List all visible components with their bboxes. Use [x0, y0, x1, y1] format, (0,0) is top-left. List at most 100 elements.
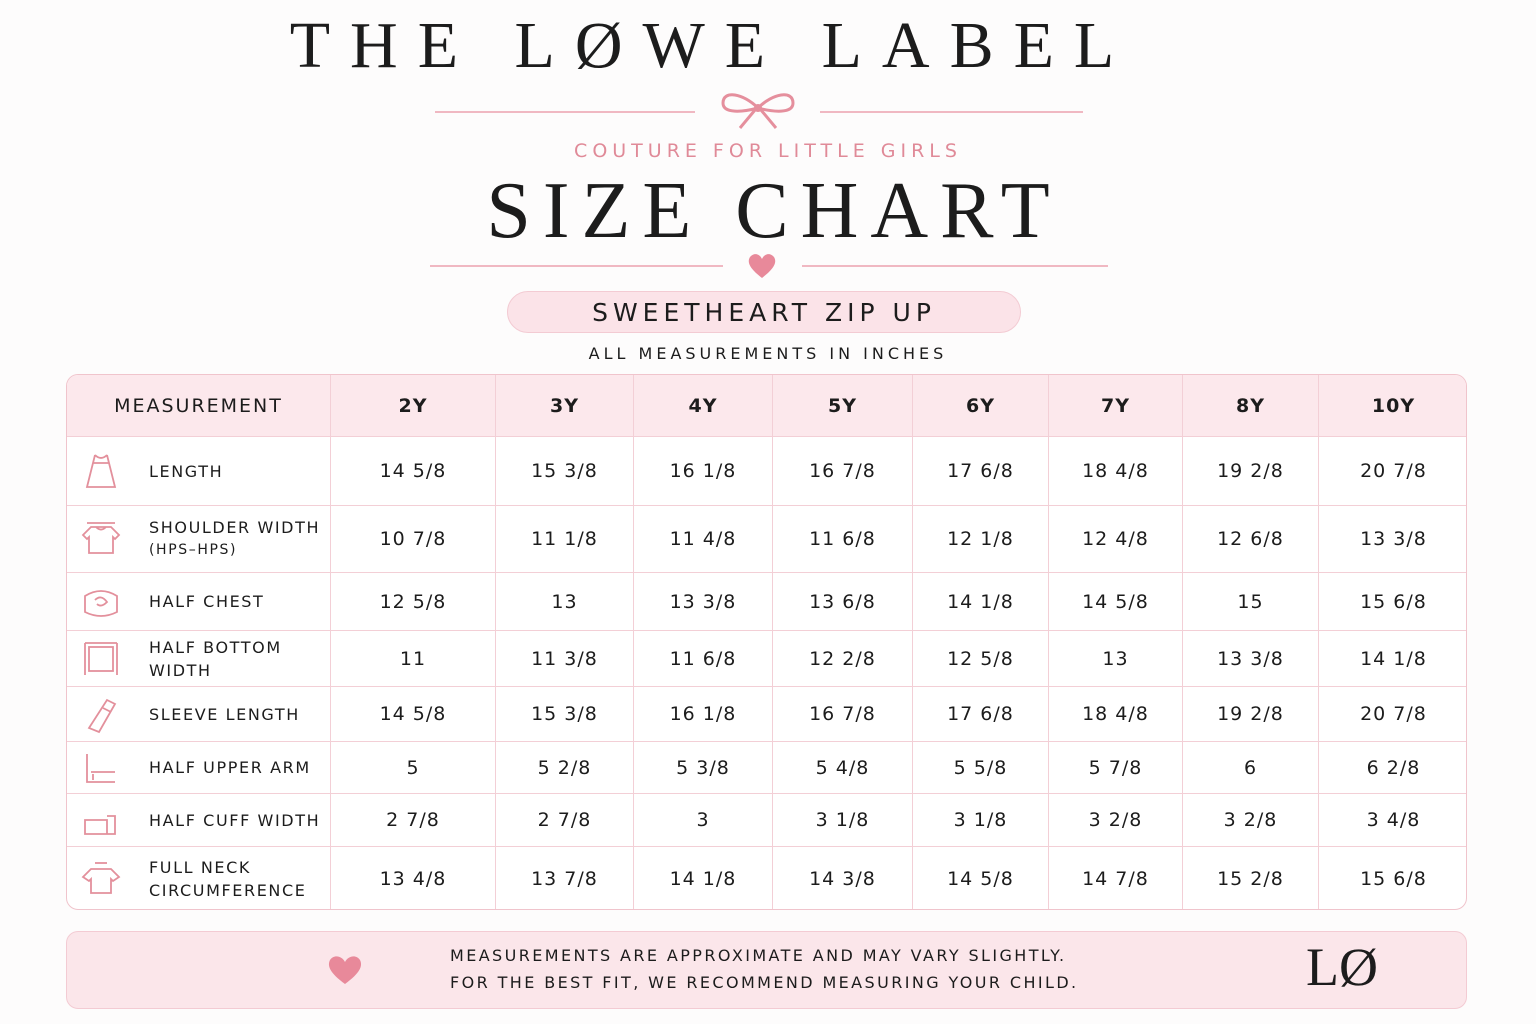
- column-header: 10Y: [1319, 375, 1466, 437]
- label-line: HALF BOTTOM WIDTH: [149, 637, 282, 680]
- cell-value: 15: [1183, 573, 1319, 631]
- bow-icon: [721, 93, 795, 129]
- column-header: 4Y: [634, 375, 773, 437]
- cell-value: 15 6/8: [1319, 573, 1466, 631]
- column-header: 6Y: [913, 375, 1049, 437]
- cell-value: 12 2/8: [773, 631, 913, 687]
- cell-value: 14 1/8: [634, 847, 773, 909]
- brand: THE LØWE LABEL: [289, 9, 1135, 82]
- label-line: HALF CUFF WIDTH: [149, 810, 321, 830]
- cell-value: 15 3/8: [496, 687, 634, 742]
- label-line: SLEEVE LENGTH: [149, 704, 300, 724]
- cell-value: 16 1/8: [634, 687, 773, 742]
- measure-icon: [84, 641, 118, 675]
- heart-icon: [328, 956, 362, 984]
- cell-value: 5 3/8: [634, 742, 773, 794]
- label-line: CIRCUMFERENCE: [149, 881, 307, 900]
- divider: [430, 265, 723, 267]
- label-text: FULL NECK CIRCUMFERENCE: [149, 856, 307, 902]
- row-label: HALF CHEST: [67, 573, 331, 631]
- size-table: MEASUREMENT 2Y 3Y 4Y 5Y 6Y 7Y 8Y 10Y LENGTH 14 5/8…: [66, 374, 1467, 910]
- cell-value: 12 5/8: [331, 573, 496, 631]
- cell-value: 5 7/8: [1049, 742, 1183, 794]
- label-line: FULL NECK: [149, 858, 251, 877]
- cell-value: 15 3/8: [496, 437, 634, 506]
- cell-value: 11 4/8: [634, 506, 773, 573]
- cell-value: 14 7/8: [1049, 847, 1183, 909]
- cell-value: 14 1/8: [1319, 631, 1466, 687]
- logo: LØ: [1306, 937, 1378, 997]
- divider: [820, 111, 1083, 113]
- cell-value: 17 6/8: [913, 687, 1049, 742]
- cell-value: 16 7/8: [773, 437, 913, 506]
- label-text: SLEEVE LENGTH: [149, 703, 300, 726]
- cell-value: 11: [331, 631, 496, 687]
- label-text: HALF CUFF WIDTH: [149, 809, 320, 832]
- row-label: LENGTH: [67, 437, 331, 506]
- heart-icon: [748, 254, 776, 278]
- cell-value: 3 1/8: [773, 794, 913, 847]
- cell-value: 20 7/8: [1319, 687, 1466, 742]
- cell-value: 13 3/8: [1319, 506, 1466, 573]
- cell-value: 13 6/8: [773, 573, 913, 631]
- measure-icon: [81, 522, 121, 554]
- measure-icon: [87, 698, 117, 734]
- divider: [802, 265, 1108, 267]
- divider: [435, 111, 695, 113]
- column-header: 5Y: [773, 375, 913, 437]
- title: SIZE CHART: [486, 167, 1062, 255]
- column-header: 7Y: [1049, 375, 1183, 437]
- cell-value: 2 7/8: [496, 794, 634, 847]
- units-note: ALL MEASUREMENTS IN INCHES: [588, 344, 948, 363]
- row-label: HALF UPPER ARM: [67, 742, 331, 794]
- cell-value: 14 5/8: [331, 687, 496, 742]
- label-line: (HPS–HPS): [149, 542, 238, 558]
- column-header: 8Y: [1183, 375, 1319, 437]
- cell-value: 19 2/8: [1183, 687, 1319, 742]
- row-label: HALF CUFF WIDTH: [67, 794, 331, 847]
- label-line: LENGTH: [149, 461, 224, 481]
- cell-value: 14 5/8: [913, 847, 1049, 909]
- cell-value: 11 3/8: [496, 631, 634, 687]
- cell-value: 13 3/8: [634, 573, 773, 631]
- cell-value: 13 3/8: [1183, 631, 1319, 687]
- label-line: HALF CHEST: [149, 592, 265, 611]
- cell-value: 2 7/8: [331, 794, 496, 847]
- label-text: LENGTH: [149, 460, 223, 483]
- label-text: HALF CHEST: [149, 590, 264, 613]
- cell-value: 20 7/8: [1319, 437, 1466, 506]
- label-text: SHOULDER WIDTH (HPS–HPS): [149, 516, 320, 562]
- label-line: HALF UPPER ARM: [149, 758, 311, 777]
- cell-value: 15 6/8: [1360, 868, 1427, 890]
- cell-value: 13: [496, 573, 634, 631]
- cell-value: 16 1/8: [634, 437, 773, 506]
- cell-value: 6 2/8: [1319, 742, 1466, 794]
- measure-icon: [84, 589, 118, 617]
- cell-value: 18 4/8: [1049, 437, 1183, 506]
- column-header: MEASUREMENT: [67, 375, 331, 437]
- product-name: SWEETHEART ZIP UP: [507, 291, 1021, 333]
- row-label: SHOULDER WIDTH (HPS–HPS): [67, 506, 331, 573]
- cell-value: 13 4/8: [331, 847, 496, 909]
- cell-value: 5 2/8: [496, 742, 634, 794]
- cell-value: 10 7/8: [331, 506, 496, 573]
- cell-value: 13: [1049, 631, 1183, 687]
- cell-value: 11 1/8: [496, 506, 634, 573]
- cell-value: 19 2/8: [1183, 437, 1319, 506]
- cell-value: 3: [634, 794, 773, 847]
- row-label: HALF BOTTOM WIDTH: [67, 631, 331, 687]
- cell-value: 11 6/8: [773, 506, 913, 573]
- measure-icon: [85, 454, 117, 488]
- cell-value: 5: [331, 742, 496, 794]
- measure-icon: [86, 753, 115, 783]
- cell-value: 18 4/8: [1049, 687, 1183, 742]
- cell-value: 16 7/8: [773, 687, 913, 742]
- cell-value: 5 4/8: [773, 742, 913, 794]
- cell-value: 5 5/8: [913, 742, 1049, 794]
- footer-note: FOR THE BEST FIT, WE RECOMMEND MEASURING…: [450, 973, 1079, 992]
- cell-value: 17 6/8: [913, 437, 1049, 506]
- cell-value: 12 5/8: [913, 631, 1049, 687]
- label-text: HALF UPPER ARM: [149, 756, 311, 779]
- cell-value: 3 2/8: [1183, 794, 1319, 847]
